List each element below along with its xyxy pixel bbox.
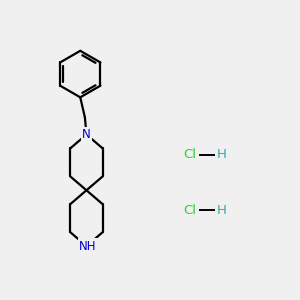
Text: H: H xyxy=(217,204,226,217)
Text: NH: NH xyxy=(79,240,97,253)
Text: H: H xyxy=(217,148,226,161)
Text: N: N xyxy=(82,128,91,141)
Text: Cl: Cl xyxy=(184,148,196,161)
Text: Cl: Cl xyxy=(184,204,196,217)
